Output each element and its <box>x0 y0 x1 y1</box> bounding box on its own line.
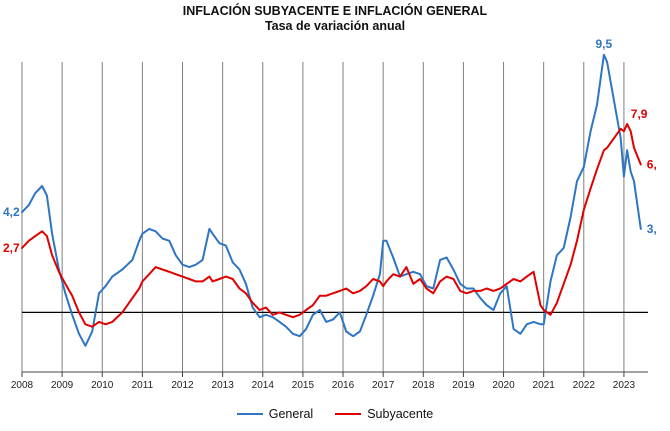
chart-legend: General Subyacente <box>0 407 670 421</box>
x-tick-label-2018: 2018 <box>412 380 435 391</box>
data-label-4: 6, <box>647 158 657 172</box>
x-tick-label-2011: 2011 <box>132 380 154 391</box>
legend-label-general: General <box>268 407 314 421</box>
data-label-5: 3, <box>647 222 657 236</box>
x-tick-label-2014: 2014 <box>252 380 275 391</box>
x-tick-label-2016: 2016 <box>332 380 355 391</box>
data-label-3: 7,9 <box>631 107 648 121</box>
x-tick-label-2019: 2019 <box>452 380 475 391</box>
data-label-2: 9,5 <box>596 37 613 51</box>
x-tick-label-2009: 2009 <box>51 380 74 391</box>
x-tick-label-2013: 2013 <box>212 380 235 391</box>
legend-item-subyacente: Subyacente <box>335 407 433 421</box>
data-label-0: 4,2 <box>3 205 20 219</box>
x-tick-label-2021: 2021 <box>533 380 556 391</box>
x-tick-label-2023: 2023 <box>613 380 636 391</box>
legend-swatch-general <box>236 413 263 415</box>
chart-titles: INFLACIÓN SUBYACENTE E INFLACIÓN GENERAL… <box>0 4 670 34</box>
x-tick-label-2010: 2010 <box>91 380 114 391</box>
x-tick-label-2012: 2012 <box>171 380 194 391</box>
legend-label-subyacente: Subyacente <box>367 407 434 421</box>
chart-title: INFLACIÓN SUBYACENTE E INFLACIÓN GENERAL <box>182 4 488 18</box>
x-tick-label-2020: 2020 <box>492 380 515 391</box>
data-label-1: 2,7 <box>3 241 20 255</box>
series-line-subyacente <box>21 123 642 328</box>
x-tick-label-2008: 2008 <box>11 380 34 391</box>
chart-subtitle: Tasa de variación anual <box>264 19 406 33</box>
x-tick-label-2015: 2015 <box>292 380 315 391</box>
legend-item-general: General <box>236 407 314 421</box>
x-tick-label-2022: 2022 <box>573 380 596 391</box>
legend-swatch-subyacente <box>335 413 362 415</box>
x-tick-label-2017: 2017 <box>372 380 395 391</box>
series-line-general <box>21 53 642 347</box>
